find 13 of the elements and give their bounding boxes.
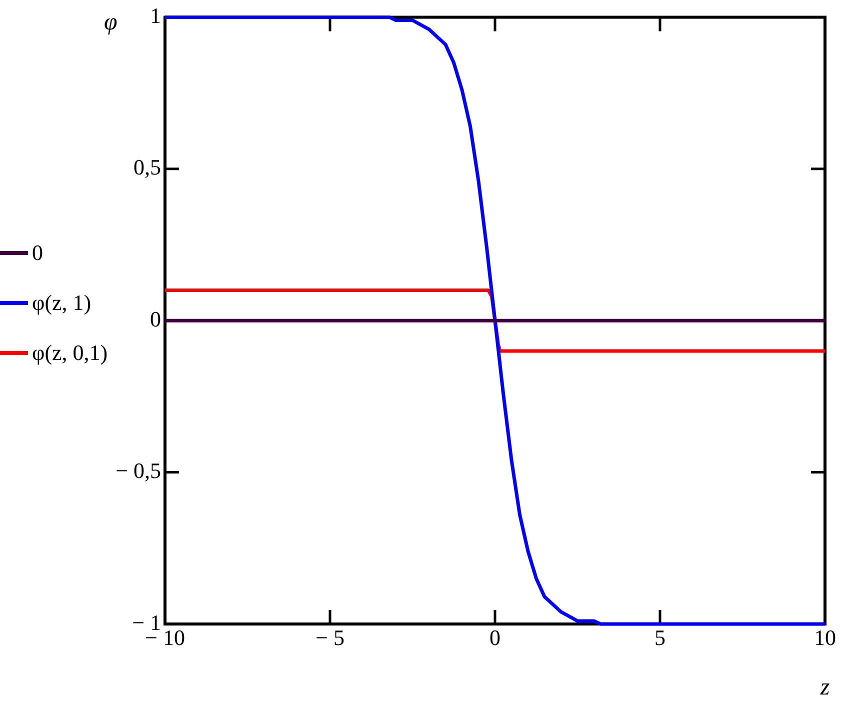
x-tick-label: 5 (654, 624, 666, 650)
x-tick-label: 0 (490, 624, 500, 650)
y-tick-label: − 0,5 (116, 458, 161, 484)
legend-label: φ(z, 0,1) (32, 340, 108, 366)
y-tick-label: 0,5 (134, 154, 161, 180)
legend-label: 0 (32, 240, 43, 266)
y-tick-label: 1 (150, 2, 161, 28)
x-tick-label: − 5 (316, 624, 344, 650)
legend-label: φ(z, 1) (32, 290, 92, 316)
y-axis-title: φ (104, 10, 118, 36)
y-tick-label: 0 (150, 306, 161, 332)
x-tick-label: 10 (814, 624, 836, 650)
x-axis-title: z (819, 674, 830, 700)
